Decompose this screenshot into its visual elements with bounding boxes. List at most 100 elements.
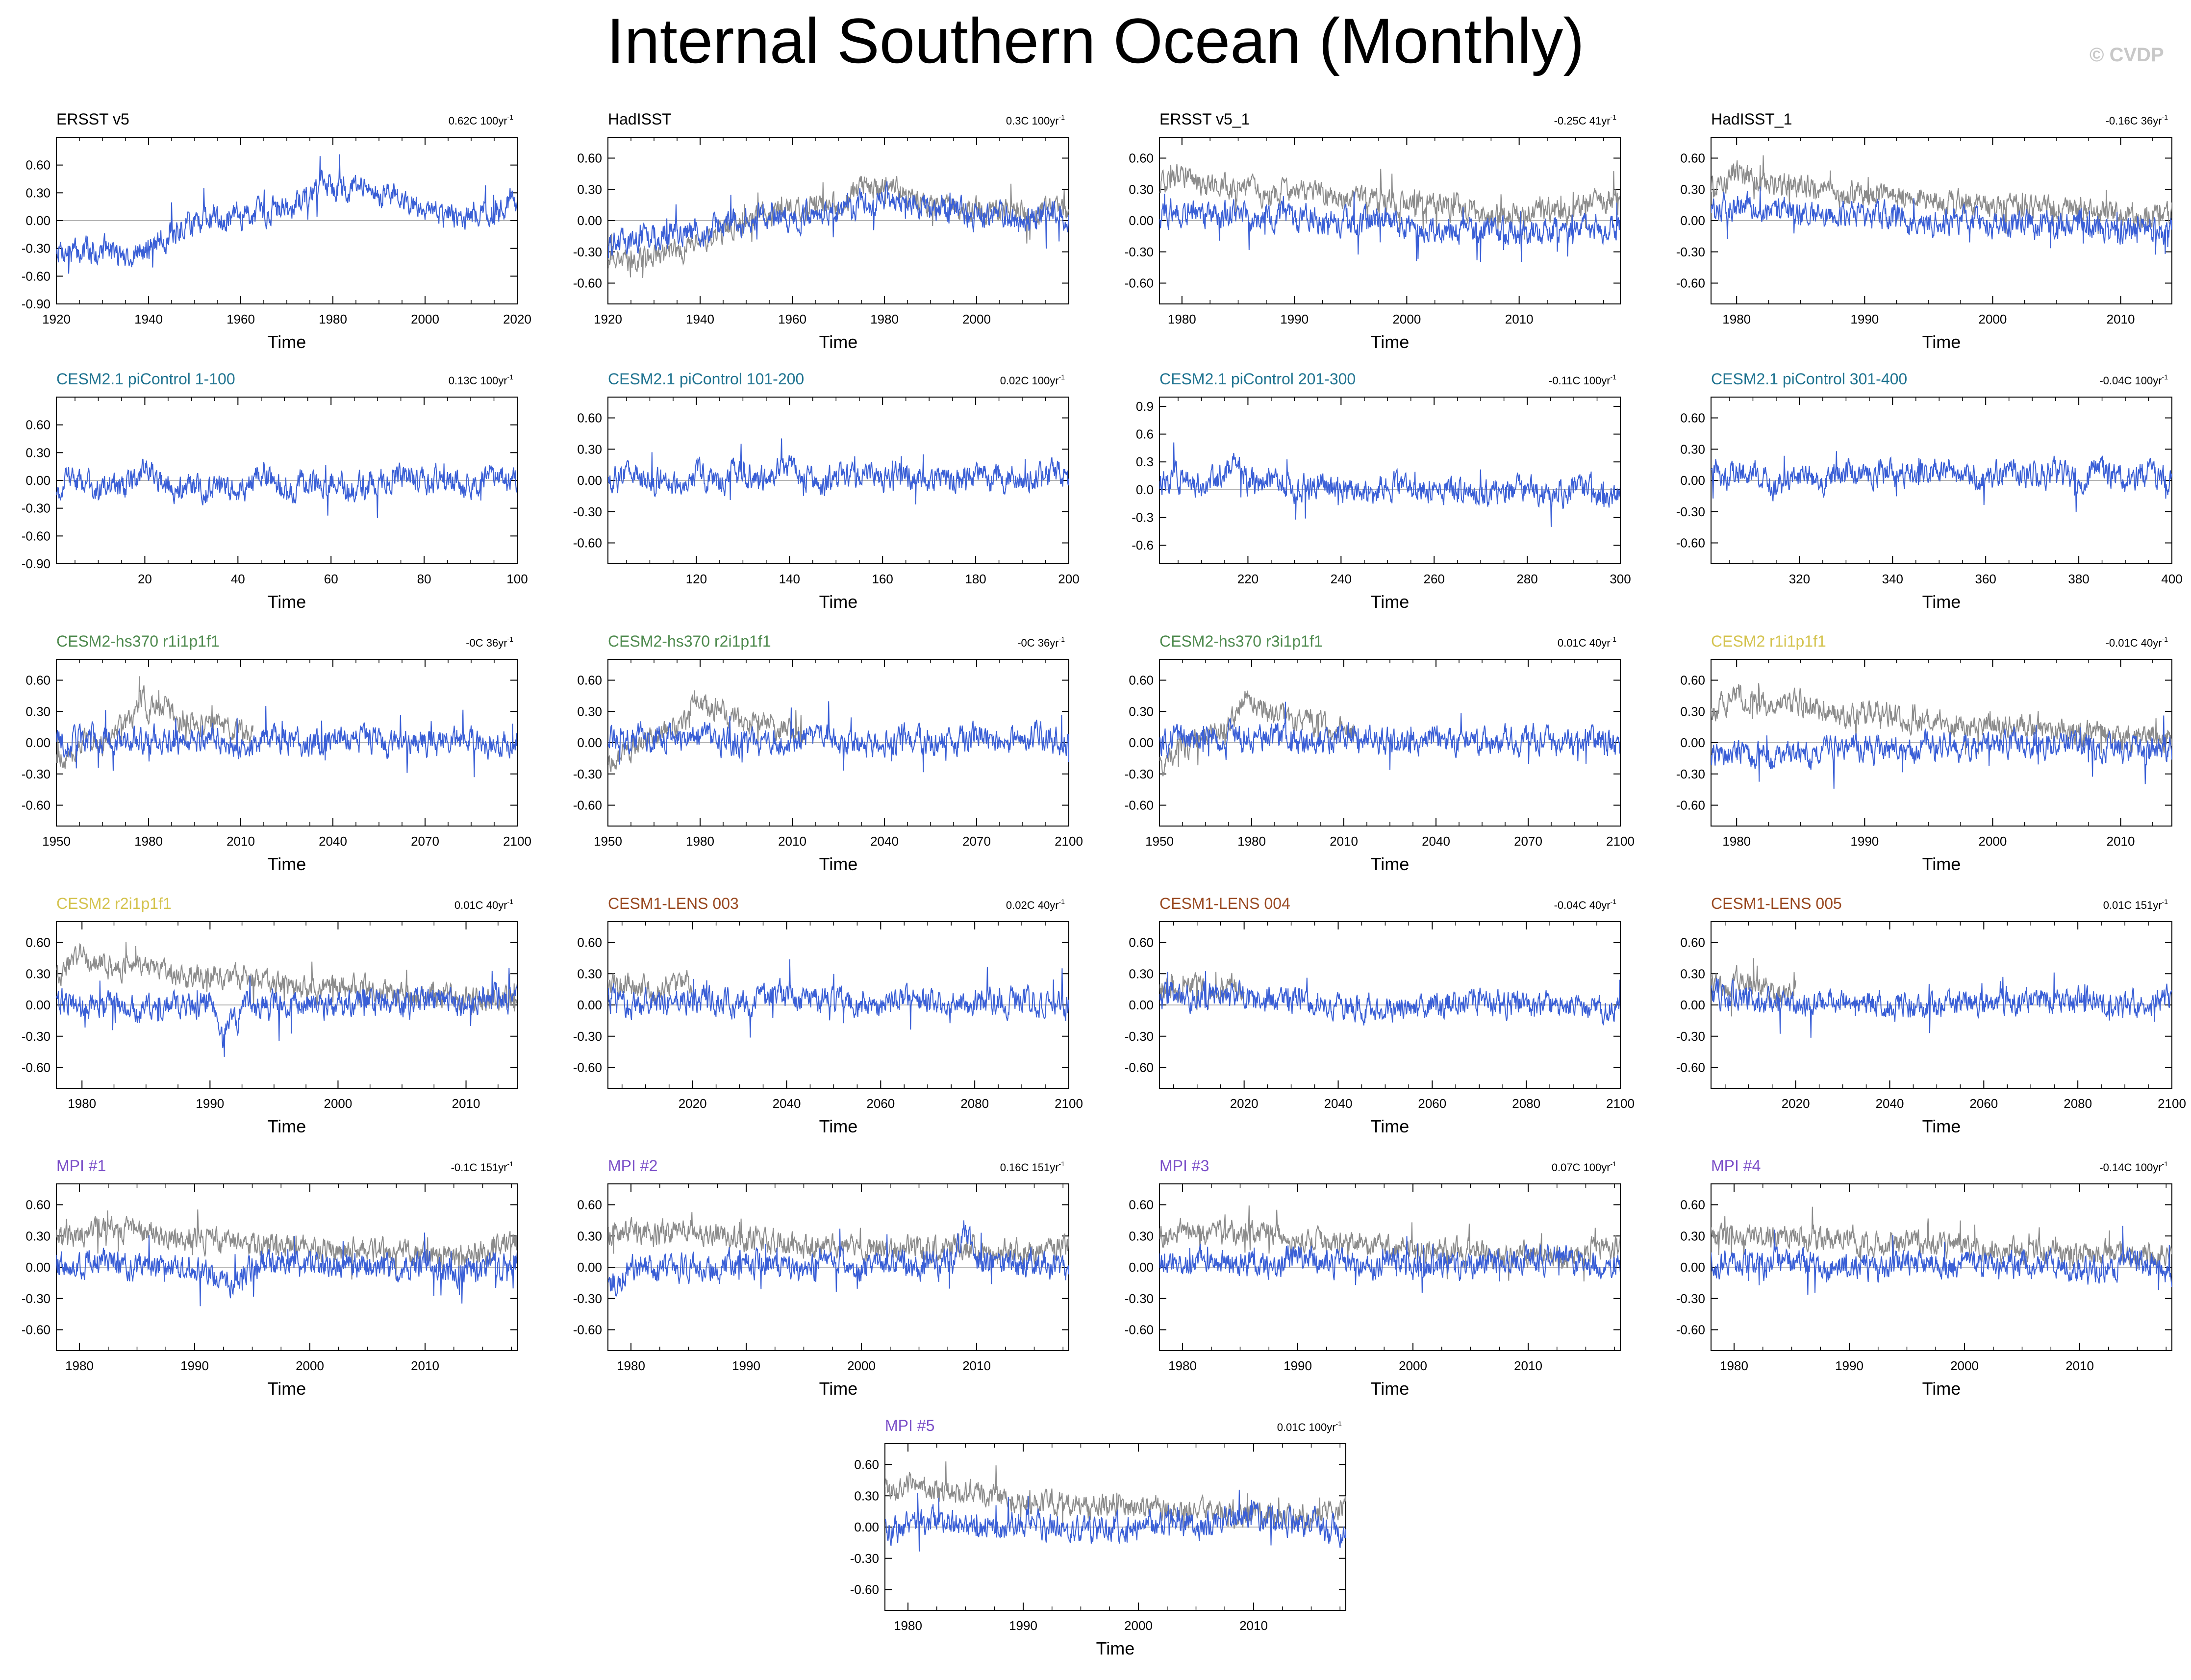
x-axis-label: Time — [1371, 1116, 1410, 1136]
trend-label: -0.04C 100yr-1 — [2099, 373, 2168, 387]
chart-panel-3: ERSST v5_1 -0.25C 41yr-1 0.60 0.30 0.00 -0.30… — [1125, 110, 1621, 352]
x-tick-label: 360 — [1975, 572, 1996, 586]
y-tick-label: -0.30 — [22, 1029, 50, 1044]
x-tick-label: 1940 — [686, 312, 714, 326]
y-tick-label: -0.60 — [1676, 798, 1705, 813]
trend-label: 0.13C 100yr-1 — [449, 373, 514, 387]
observed-series-line — [885, 1461, 1346, 1531]
y-tick-label: 0.60 — [1680, 935, 1705, 950]
panel-title: HadISST — [608, 110, 672, 128]
y-tick-label: -0.30 — [573, 1291, 602, 1306]
trend-label: -0.25C 41yr-1 — [1554, 113, 1617, 127]
x-axis-label: Time — [819, 332, 858, 352]
chart-panel-18: MPI #2 0.16C 151yr-1 0.60 0.30 0.00 -0.30 -0.6… — [573, 1157, 1069, 1399]
y-tick-label: -0.60 — [22, 528, 50, 543]
trend-label: 0.01C 151yr-1 — [2103, 898, 2168, 911]
y-tick-label: 0.30 — [1680, 704, 1705, 719]
trend-label: 0.3C 100yr-1 — [1006, 113, 1065, 127]
observed-series-line — [608, 690, 805, 772]
x-tick-label: 1990 — [1835, 1358, 1864, 1373]
y-tick-label: -0.60 — [573, 536, 602, 551]
panel-title: CESM2-hs370 r1i1p1f1 — [56, 632, 220, 650]
y-tick-label: 0.00 — [1129, 213, 1154, 228]
series-line — [56, 154, 517, 274]
x-tick-label: 180 — [965, 572, 986, 586]
x-tick-label: 1980 — [134, 834, 163, 849]
series-line — [1711, 1226, 2172, 1295]
x-tick-label: 1990 — [196, 1096, 224, 1111]
x-tick-label: 2010 — [227, 834, 255, 849]
x-tick-label: 1990 — [180, 1358, 209, 1373]
chart-panel-21: MPI #5 0.01C 100yr-1 0.60 0.30 0.00 -0.30 -0.6… — [850, 1417, 1346, 1658]
y-tick-label: -0.30 — [573, 504, 602, 519]
x-tick-label: 2100 — [1055, 1096, 1083, 1111]
x-tick-label: 1950 — [42, 834, 71, 849]
trend-label: 0.62C 100yr-1 — [449, 113, 514, 127]
y-tick-label: 0.00 — [1680, 473, 1705, 488]
y-tick-label: 0.00 — [25, 998, 50, 1012]
x-tick-label: 1980 — [617, 1358, 645, 1373]
panel-title: MPI #5 — [885, 1417, 934, 1434]
trend-label: -0.1C 151yr-1 — [451, 1160, 514, 1174]
y-tick-label: 0.30 — [1129, 182, 1154, 197]
y-tick-label: -0.60 — [850, 1582, 879, 1597]
panel-title: MPI #4 — [1711, 1157, 1761, 1175]
y-tick-label: 0.00 — [577, 998, 602, 1012]
y-tick-label: -0.60 — [573, 276, 602, 291]
x-tick-label: 2010 — [1514, 1358, 1542, 1373]
y-tick-label: 0.60 — [577, 1198, 602, 1212]
y-tick-label: -0.6 — [1132, 538, 1154, 552]
y-tick-label: -0.60 — [1676, 536, 1705, 551]
x-tick-label: 280 — [1516, 572, 1537, 586]
series-line — [1711, 186, 2172, 255]
y-tick-label: 0.30 — [25, 445, 50, 460]
y-tick-label: 0.30 — [1129, 966, 1154, 981]
x-tick-label: 300 — [1610, 572, 1631, 586]
y-tick-label: -0.60 — [22, 1323, 50, 1337]
trend-label: -0.04C 40yr-1 — [1554, 898, 1617, 911]
chart-panel-9: CESM2-hs370 r1i1p1f1 -0C 36yr-1 0.60 0.30 0.… — [22, 632, 531, 874]
x-tick-label: 1950 — [1145, 834, 1174, 849]
x-tick-label: 2060 — [866, 1096, 895, 1111]
y-tick-label: 0.30 — [1680, 182, 1705, 197]
x-tick-label: 2070 — [411, 834, 439, 849]
x-tick-label: 1990 — [1850, 834, 1879, 849]
y-tick-label: -0.30 — [22, 501, 50, 516]
trend-label: 0.07C 100yr-1 — [1552, 1160, 1617, 1174]
y-tick-label: 0.30 — [854, 1488, 879, 1503]
x-tick-label: 140 — [779, 572, 800, 586]
y-tick-label: 0.00 — [1129, 1260, 1154, 1275]
y-tick-label: 0.60 — [25, 935, 50, 950]
y-tick-label: 0.30 — [1680, 966, 1705, 981]
x-tick-label: 2010 — [411, 1358, 439, 1373]
x-tick-label: 1980 — [1168, 1358, 1197, 1373]
x-tick-label: 2000 — [411, 312, 439, 326]
y-tick-label: -0.30 — [1676, 1029, 1705, 1044]
y-tick-label: 0.60 — [1680, 411, 1705, 426]
trend-label: -0.01C 40yr-1 — [2106, 635, 2168, 649]
y-tick-label: 0.00 — [25, 213, 50, 228]
trend-label: -0C 36yr-1 — [1017, 635, 1065, 649]
series-line — [56, 968, 517, 1057]
observed-series-line — [1711, 155, 2172, 234]
y-tick-label: -0.30 — [1676, 504, 1705, 519]
observed-series-line — [1711, 1206, 2172, 1273]
x-tick-label: 1980 — [894, 1618, 922, 1633]
x-tick-label: 2040 — [1324, 1096, 1353, 1111]
y-tick-label: 0.60 — [577, 411, 602, 426]
chart-panel-6: CESM2.1 piControl 101-200 0.02C 100yr-1 0.… — [573, 370, 1080, 612]
y-tick-label: -0.60 — [1125, 276, 1154, 291]
x-tick-label: 340 — [1882, 572, 1903, 586]
observed-series-line — [1159, 164, 1620, 240]
y-tick-label: -0.30 — [1125, 245, 1154, 259]
series-line — [1711, 715, 2172, 789]
y-tick-label: -0.60 — [22, 798, 50, 813]
x-axis-label: Time — [1371, 332, 1410, 352]
chart-panel-12: CESM2 r1i1p1f1 -0.01C 40yr-1 0.60 0.30 0.00 -… — [1676, 632, 2172, 874]
chart-panel-5: CESM2.1 piControl 1-100 0.13C 100yr-1 0.60… — [22, 370, 528, 612]
x-axis-label: Time — [1922, 592, 1961, 612]
x-axis-label: Time — [268, 592, 306, 612]
x-tick-label: 2070 — [1514, 834, 1542, 849]
y-tick-label: 0.60 — [854, 1457, 879, 1472]
x-tick-label: 260 — [1424, 572, 1445, 586]
